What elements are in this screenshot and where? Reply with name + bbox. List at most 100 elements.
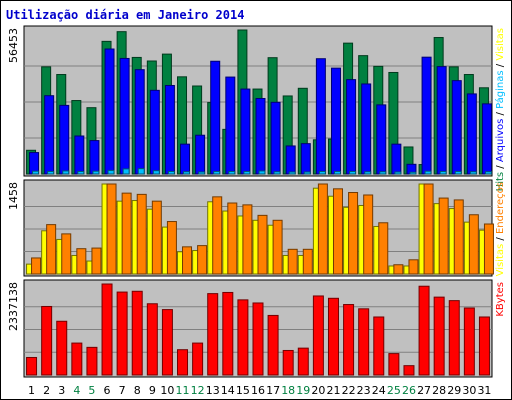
x-tick-label-day-1: 1 (28, 384, 35, 397)
x-tick-label-day-4: 4 (73, 384, 80, 397)
bar-kbytes-day-12 (192, 342, 204, 376)
bar-endereços-day-26 (408, 259, 419, 275)
x-tick-label-day-16: 16 (251, 384, 265, 397)
bar-endereços-day-29 (453, 199, 464, 275)
bar-páginas-day-2 (47, 170, 55, 175)
legend-separator: / (495, 234, 506, 244)
bar-arquivos-day-22 (346, 79, 357, 175)
legend-item-visitas: Visitas (495, 28, 506, 61)
x-tick-label-day-20: 20 (311, 384, 325, 397)
bar-endereços-day-11 (182, 246, 193, 275)
bar-arquivos-day-14 (225, 76, 236, 175)
bar-páginas-day-25 (394, 171, 402, 175)
bar-kbytes-day-14 (222, 291, 234, 376)
bar-páginas-day-11 (183, 171, 191, 175)
bar-kbytes-day-6 (101, 283, 113, 376)
x-tick-label-day-22: 22 (342, 384, 356, 397)
x-tick-label-day-26: 26 (402, 384, 416, 397)
x-tick-label-day-17: 17 (266, 384, 280, 397)
legend-item-kbytes: KBytes (495, 282, 506, 317)
bar-arquivos-day-27 (421, 56, 432, 175)
bar-endereços-day-4 (76, 248, 87, 275)
bar-páginas-day-4 (77, 170, 85, 175)
x-tick-label-day-7: 7 (119, 384, 126, 397)
x-tick-label-day-10: 10 (160, 384, 174, 397)
ymax-label-bottom: 2337138 (7, 282, 20, 331)
x-tick-label-day-3: 3 (58, 384, 65, 397)
x-tick-label-day-9: 9 (149, 384, 156, 397)
bar-arquivos-day-29 (451, 80, 462, 175)
bar-kbytes-day-10 (161, 309, 173, 376)
x-tick-label-day-8: 8 (134, 384, 141, 397)
bar-endereços-day-1 (31, 257, 42, 275)
bar-endereços-day-13 (212, 196, 223, 275)
bar-kbytes-day-3 (56, 320, 68, 376)
legend-item-páginas: Páginas (494, 70, 506, 109)
bar-arquivos-day-23 (361, 83, 372, 175)
x-tick-label-day-12: 12 (191, 384, 205, 397)
bar-arquivos-day-5 (89, 140, 100, 175)
bar-endereços-day-28 (438, 197, 449, 275)
bar-páginas-day-23 (364, 171, 372, 175)
bar-páginas-day-24 (379, 171, 387, 175)
bar-páginas-day-31 (484, 171, 492, 175)
legend-separator: / (495, 61, 506, 71)
bar-páginas-day-3 (62, 170, 70, 175)
x-tick-label-day-6: 6 (104, 384, 111, 397)
legend-separator: / (495, 162, 506, 172)
bar-arquivos-day-28 (436, 66, 447, 175)
x-tick-label-day-27: 27 (417, 384, 431, 397)
bar-kbytes-day-21 (327, 297, 339, 376)
bar-arquivos-day-4 (74, 135, 85, 175)
bar-arquivos-day-15 (240, 88, 251, 175)
bar-arquivos-day-11 (180, 143, 191, 175)
bar-endereços-day-10 (166, 221, 177, 275)
x-tick-label-day-21: 21 (326, 384, 340, 397)
x-tick-label-day-14: 14 (221, 384, 235, 397)
legend-item-hits: Hits (495, 172, 506, 191)
bar-kbytes-day-17 (267, 314, 279, 376)
bar-kbytes-day-16 (252, 302, 264, 376)
legend-top: Hits / Arquivos / Páginas / Visitas (494, 28, 506, 191)
bar-páginas-day-10 (167, 170, 175, 175)
x-tick-label-day-29: 29 (447, 384, 461, 397)
bar-arquivos-day-7 (119, 57, 130, 175)
bar-arquivos-day-2 (44, 95, 55, 175)
bar-páginas-day-16 (258, 170, 266, 175)
bar-endereços-day-18 (287, 248, 298, 275)
bar-páginas-day-15 (243, 170, 251, 175)
bar-páginas-day-22 (349, 170, 357, 175)
bar-kbytes-day-22 (343, 304, 355, 376)
bar-páginas-day-27 (424, 170, 432, 175)
bar-páginas-day-1 (32, 170, 40, 175)
bar-endereços-day-12 (197, 245, 208, 275)
bar-páginas-day-18 (288, 171, 296, 175)
bar-arquivos-day-20 (315, 58, 326, 175)
bar-páginas-day-26 (409, 171, 417, 175)
bar-páginas-day-13 (213, 170, 221, 175)
bar-arquivos-day-9 (149, 89, 160, 175)
bar-endereços-day-24 (378, 222, 389, 275)
bar-endereços-day-3 (61, 233, 72, 275)
bar-páginas-day-17 (273, 171, 281, 175)
bar-endereços-day-19 (302, 248, 313, 275)
bar-endereços-day-8 (136, 193, 147, 275)
legend-separator: / (495, 109, 506, 119)
x-tick-label-day-11: 11 (176, 384, 190, 397)
bar-endereços-day-7 (121, 192, 132, 275)
bar-arquivos-day-21 (330, 67, 341, 175)
bar-páginas-day-20 (318, 170, 326, 175)
bar-páginas-day-5 (92, 170, 100, 175)
bar-endereços-day-21 (332, 188, 343, 275)
legend-item-visitas: Visitas (495, 244, 506, 277)
bar-kbytes-day-23 (358, 308, 370, 376)
legend-item-endereços: Endereços (495, 182, 506, 234)
bar-arquivos-day-25 (391, 143, 402, 175)
x-tick-label-day-31: 31 (477, 384, 491, 397)
x-tick-label-day-23: 23 (357, 384, 371, 397)
bar-páginas-day-30 (469, 171, 477, 175)
bar-endereços-day-31 (483, 223, 494, 275)
bar-páginas-day-9 (152, 170, 160, 175)
bar-páginas-day-7 (122, 168, 130, 175)
